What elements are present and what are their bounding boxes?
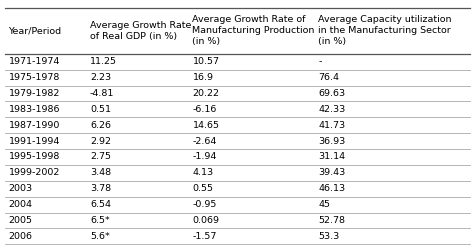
Text: 2006: 2006: [9, 232, 33, 241]
Text: 1991-1994: 1991-1994: [9, 136, 60, 145]
Text: 11.25: 11.25: [90, 57, 117, 66]
Text: 1999-2002: 1999-2002: [9, 168, 60, 177]
Text: Average Capacity utilization
in the Manufacturing Sector
(in %): Average Capacity utilization in the Manu…: [318, 16, 452, 46]
Text: -1.94: -1.94: [192, 152, 217, 162]
Text: 2.23: 2.23: [90, 73, 111, 82]
Text: 6.5*: 6.5*: [90, 216, 110, 225]
Text: 16.9: 16.9: [192, 73, 213, 82]
Text: 14.65: 14.65: [192, 121, 219, 130]
Text: -0.95: -0.95: [192, 200, 217, 209]
Text: -6.16: -6.16: [192, 105, 217, 114]
Text: 41.73: 41.73: [318, 121, 345, 130]
Text: 6.54: 6.54: [90, 200, 111, 209]
Text: 0.55: 0.55: [192, 184, 213, 193]
Text: 46.13: 46.13: [318, 184, 345, 193]
Text: 4.13: 4.13: [192, 168, 214, 177]
Text: 1971-1974: 1971-1974: [9, 57, 60, 66]
Text: 1979-1982: 1979-1982: [9, 89, 60, 98]
Text: 3.48: 3.48: [90, 168, 111, 177]
Text: 45: 45: [318, 200, 330, 209]
Text: 36.93: 36.93: [318, 136, 345, 145]
Text: 1987-1990: 1987-1990: [9, 121, 60, 130]
Text: 39.43: 39.43: [318, 168, 345, 177]
Text: Average Growth Rate of
Manufacturing Production
(in %): Average Growth Rate of Manufacturing Pro…: [192, 16, 315, 46]
Text: 0.069: 0.069: [192, 216, 219, 225]
Text: 5.6*: 5.6*: [90, 232, 110, 241]
Text: 2.92: 2.92: [90, 136, 111, 145]
Text: 53.3: 53.3: [318, 232, 339, 241]
Text: 52.78: 52.78: [318, 216, 345, 225]
Text: 1983-1986: 1983-1986: [9, 105, 60, 114]
Text: 42.33: 42.33: [318, 105, 345, 114]
Text: 2003: 2003: [9, 184, 33, 193]
Text: 31.14: 31.14: [318, 152, 345, 162]
Text: Year/Period: Year/Period: [9, 26, 62, 35]
Text: 2005: 2005: [9, 216, 33, 225]
Text: -: -: [318, 57, 322, 66]
Text: 3.78: 3.78: [90, 184, 111, 193]
Text: 76.4: 76.4: [318, 73, 339, 82]
Text: 10.57: 10.57: [192, 57, 219, 66]
Text: 20.22: 20.22: [192, 89, 219, 98]
Text: 2.75: 2.75: [90, 152, 111, 162]
Text: 6.26: 6.26: [90, 121, 111, 130]
Text: 2004: 2004: [9, 200, 33, 209]
Text: Average Growth Rate
of Real GDP (in %): Average Growth Rate of Real GDP (in %): [90, 21, 191, 40]
Text: 1975-1978: 1975-1978: [9, 73, 60, 82]
Text: -4.81: -4.81: [90, 89, 114, 98]
Text: -1.57: -1.57: [192, 232, 217, 241]
Text: 69.63: 69.63: [318, 89, 345, 98]
Text: 0.51: 0.51: [90, 105, 111, 114]
Text: -2.64: -2.64: [192, 136, 217, 145]
Text: 1995-1998: 1995-1998: [9, 152, 60, 162]
